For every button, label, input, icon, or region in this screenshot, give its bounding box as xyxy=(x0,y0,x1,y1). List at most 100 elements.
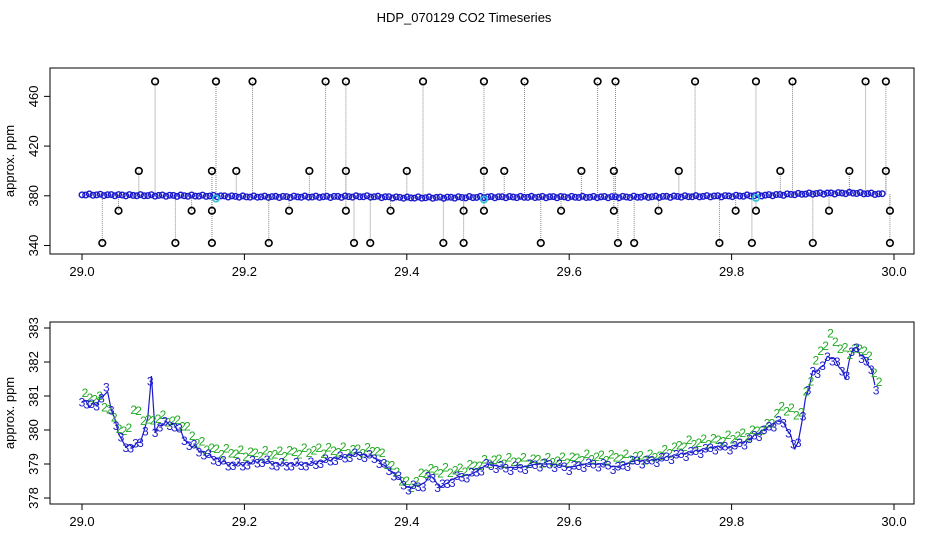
baseline-point xyxy=(549,193,557,201)
baseline-point xyxy=(655,193,663,201)
raw-outlier-point xyxy=(264,238,273,248)
series-3-line xyxy=(684,451,689,455)
panel1-y-tick-label: 460 xyxy=(26,86,41,108)
raw-outlier-point xyxy=(690,77,700,86)
baseline-point xyxy=(378,194,386,202)
series-2-point: 2 xyxy=(861,344,868,358)
series-3-point: 3 xyxy=(668,453,675,467)
raw-outlier-point xyxy=(808,238,817,248)
baseline-point xyxy=(798,190,806,198)
series-3-line xyxy=(556,463,561,467)
series-3-point: 3 xyxy=(395,469,402,483)
baseline-point xyxy=(725,192,733,200)
series-3-point: 3 xyxy=(488,459,495,473)
baseline-point xyxy=(440,194,448,202)
raw-outlier-point xyxy=(479,166,489,176)
series-3-point: 3 xyxy=(215,455,222,469)
baseline-point xyxy=(703,192,711,200)
baseline-point xyxy=(246,193,254,201)
baseline-point xyxy=(714,192,722,200)
series-2-point: 2 xyxy=(652,451,659,465)
baseline-point xyxy=(677,193,685,201)
series-3-line xyxy=(801,397,807,423)
baseline-point xyxy=(158,191,166,199)
baseline-point xyxy=(272,192,280,200)
series-2-point: 2 xyxy=(184,420,191,434)
series-3-point: 3 xyxy=(278,455,285,469)
series-2-point: 2 xyxy=(837,342,844,356)
baseline-point xyxy=(564,194,572,202)
series-3-point: 3 xyxy=(415,480,422,494)
series-3-point: 3 xyxy=(722,440,729,454)
series-3-line xyxy=(344,454,350,458)
series-3-line xyxy=(633,459,638,463)
series-3-line xyxy=(589,462,594,466)
baseline-point xyxy=(601,193,609,201)
series-3-line xyxy=(447,479,452,484)
series-2-point: 2 xyxy=(681,440,688,454)
series-2-point: 2 xyxy=(749,423,756,437)
series-3-line xyxy=(81,399,86,403)
series-2-point: 2 xyxy=(267,449,274,463)
baseline-point xyxy=(590,192,598,200)
series-2-point: 2 xyxy=(613,451,620,465)
series-2-point: 2 xyxy=(340,440,347,454)
series-3-line xyxy=(374,457,379,461)
series-3-point: 3 xyxy=(225,460,232,474)
series-2-point: 2 xyxy=(808,375,815,389)
series-2-point: 2 xyxy=(579,453,586,467)
series-2-point: 2 xyxy=(281,450,288,464)
raw-outlier-point xyxy=(150,77,160,86)
raw-outlier-point xyxy=(593,77,602,86)
series-2-point: 2 xyxy=(759,424,766,438)
series-2-point: 2 xyxy=(793,409,800,423)
series-2-point: 2 xyxy=(583,447,590,461)
series-3-point: 3 xyxy=(386,464,393,478)
series-3-line xyxy=(242,461,247,466)
baseline-point xyxy=(663,192,671,200)
series-3-point: 3 xyxy=(619,459,626,473)
raw-outlier-point xyxy=(479,206,489,215)
baseline-point xyxy=(403,193,411,201)
series-2-point: 2 xyxy=(773,407,780,421)
series-2-point: 2 xyxy=(574,451,581,465)
series-2-point: 2 xyxy=(856,342,863,356)
series-3-point: 3 xyxy=(814,367,821,381)
series-3-line xyxy=(150,375,156,432)
series-3-line xyxy=(180,429,185,441)
baseline-point xyxy=(126,191,134,199)
series-3-point: 3 xyxy=(809,364,816,378)
raw-outlier-point xyxy=(284,206,294,215)
series-2-point: 2 xyxy=(496,452,503,466)
series-3-line xyxy=(575,464,580,468)
raw-outlier-point xyxy=(207,206,217,215)
series-3-line xyxy=(158,424,163,427)
series-2-point: 2 xyxy=(418,466,425,480)
series-3-line xyxy=(110,409,116,420)
series-3-point: 3 xyxy=(507,464,514,478)
series-3-point: 3 xyxy=(785,427,792,441)
series-2-point: 2 xyxy=(486,457,493,471)
raw-outlier-point xyxy=(459,238,468,248)
baseline-point xyxy=(253,193,261,201)
series-3-point: 3 xyxy=(541,456,548,470)
panel2-x-tick-label: 29.6 xyxy=(557,514,582,529)
baseline-point xyxy=(151,192,159,200)
series-3-point: 3 xyxy=(283,459,290,473)
raw-outlier-point xyxy=(630,238,639,248)
series-3-line xyxy=(235,461,240,467)
baseline-point xyxy=(772,191,780,199)
baseline-point xyxy=(706,193,714,201)
series-2-point: 2 xyxy=(164,416,171,430)
raw-outlier-point xyxy=(751,77,761,86)
series-3-point: 3 xyxy=(766,419,773,433)
series-2-point: 2 xyxy=(169,414,176,428)
series-2-point: 2 xyxy=(530,452,537,466)
baseline-point xyxy=(407,194,415,202)
series-2-point: 2 xyxy=(817,344,824,358)
baseline-point xyxy=(78,191,86,199)
baseline-point xyxy=(845,188,853,196)
series-3-point: 3 xyxy=(381,457,388,471)
series-3-point: 3 xyxy=(658,450,665,464)
series-2-point: 2 xyxy=(87,391,94,405)
